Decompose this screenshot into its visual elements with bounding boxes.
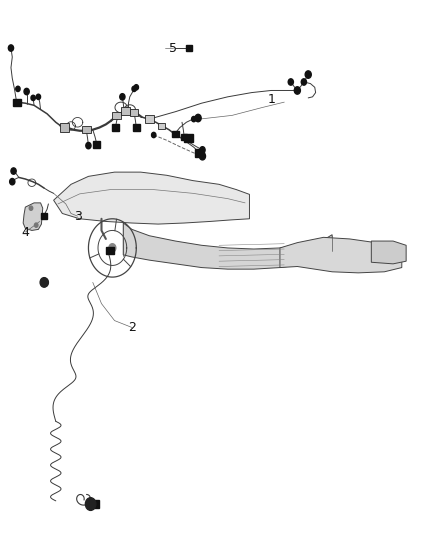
Polygon shape xyxy=(371,241,406,264)
Bar xyxy=(186,45,192,51)
Circle shape xyxy=(301,79,307,85)
Bar xyxy=(13,99,21,106)
Text: 5: 5 xyxy=(170,42,177,54)
Circle shape xyxy=(31,95,35,101)
Circle shape xyxy=(152,132,156,138)
Circle shape xyxy=(8,45,14,51)
Polygon shape xyxy=(23,203,43,230)
Circle shape xyxy=(200,147,205,153)
Circle shape xyxy=(42,278,48,287)
Circle shape xyxy=(24,88,29,95)
Bar xyxy=(181,134,187,140)
Bar xyxy=(112,124,119,131)
Bar xyxy=(184,134,193,142)
Bar xyxy=(121,108,130,115)
Circle shape xyxy=(109,244,116,252)
Circle shape xyxy=(305,71,311,78)
Circle shape xyxy=(199,152,205,160)
Bar xyxy=(158,123,166,130)
Circle shape xyxy=(85,498,96,511)
Text: 4: 4 xyxy=(21,225,29,239)
Text: 1: 1 xyxy=(267,93,275,106)
Bar xyxy=(106,247,114,254)
Circle shape xyxy=(191,116,196,122)
Bar xyxy=(93,141,100,148)
Bar xyxy=(91,500,99,508)
Bar xyxy=(60,123,69,132)
Bar xyxy=(195,149,204,157)
Circle shape xyxy=(195,114,201,122)
Circle shape xyxy=(288,79,293,85)
Bar xyxy=(113,112,121,119)
Bar xyxy=(172,131,179,137)
Polygon shape xyxy=(123,223,332,269)
Bar xyxy=(41,214,47,219)
Bar xyxy=(133,124,140,131)
Circle shape xyxy=(132,86,136,92)
Circle shape xyxy=(294,87,300,94)
Circle shape xyxy=(36,94,41,100)
Bar xyxy=(145,115,154,123)
Polygon shape xyxy=(53,172,250,224)
Text: 2: 2 xyxy=(128,321,136,334)
Circle shape xyxy=(86,142,91,149)
Circle shape xyxy=(40,278,48,287)
Circle shape xyxy=(35,223,38,227)
Text: 3: 3 xyxy=(74,209,81,223)
Circle shape xyxy=(11,168,16,174)
Circle shape xyxy=(134,85,138,90)
Circle shape xyxy=(10,179,15,185)
Circle shape xyxy=(16,86,20,92)
Circle shape xyxy=(120,94,125,100)
Polygon shape xyxy=(280,237,402,273)
Bar xyxy=(130,109,138,116)
Circle shape xyxy=(29,206,33,211)
Bar xyxy=(82,126,91,133)
